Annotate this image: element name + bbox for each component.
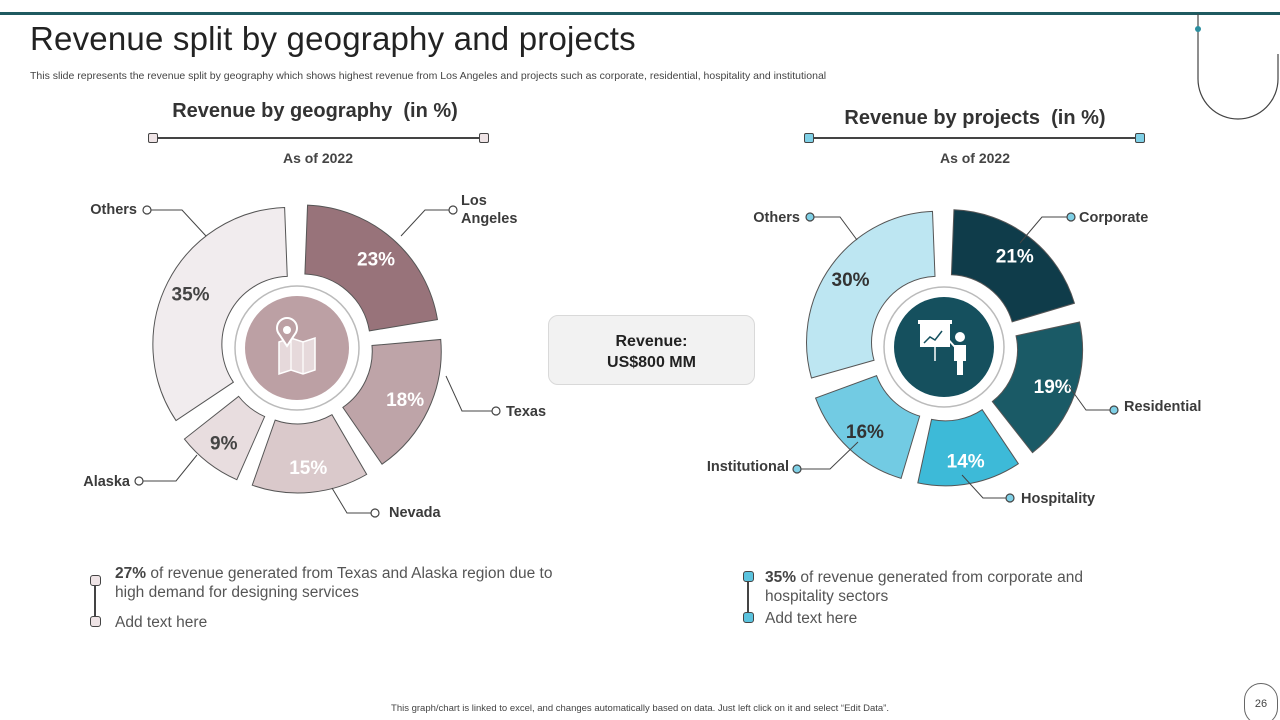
geography-category-label: Others xyxy=(90,202,137,218)
geography-slice-los-angeles xyxy=(304,204,439,332)
geography-pie-chart: 23% Los Angeles 18% Texas 15% Nevada 9% Alaska 35… xyxy=(83,193,546,521)
projects-leader-line xyxy=(1019,216,1067,244)
geography-value-label: 15% xyxy=(289,458,327,479)
projects-as-of: As of 2022 xyxy=(939,150,1011,166)
geography-leader-dot xyxy=(142,205,152,215)
projects-leader-dot xyxy=(792,464,802,474)
geography-leader-line xyxy=(151,209,207,237)
projects-note-bullet xyxy=(743,571,754,582)
projects-value-label: 21% xyxy=(996,247,1034,268)
projects-slice-institutional xyxy=(814,374,921,479)
geography-note-connector xyxy=(94,586,96,616)
projects-leader-dot xyxy=(805,212,815,222)
projects-value-label: 30% xyxy=(832,270,870,291)
geography-note-body: of revenue generated from Texas and Alas… xyxy=(115,565,553,601)
geography-placeholder-text[interactable]: Add text here xyxy=(115,614,208,631)
geography-value-label: 9% xyxy=(210,433,238,454)
geography-placeholder-bullet xyxy=(90,616,101,627)
geography-slice-others xyxy=(152,206,288,422)
revenue-value: US$800 MM xyxy=(607,354,696,371)
projects-leader-dot xyxy=(1005,493,1015,503)
geography-slice-alaska xyxy=(183,395,266,481)
slide-title: Revenue split by geography and projects xyxy=(30,20,636,57)
geography-leader-line xyxy=(400,209,449,237)
geography-leader-line xyxy=(143,454,198,482)
revenue-total-box: Revenue: US$800 MM xyxy=(548,315,755,385)
projects-leader-line xyxy=(814,216,858,241)
geography-chart-title: Revenue by geography (in %) xyxy=(172,100,458,122)
projects-slice-corporate xyxy=(950,209,1076,323)
geography-category-label: Texas xyxy=(506,404,546,420)
geography-note-bullet xyxy=(90,575,101,586)
slide-subtitle: This slide represents the revenue split … xyxy=(30,70,827,82)
geography-rule-end-right xyxy=(479,133,489,143)
projects-leader-dot xyxy=(1066,212,1076,222)
decorative-hook-icon xyxy=(1195,14,1279,120)
geography-note-highlight: 27% xyxy=(115,565,147,582)
page-number: 26 xyxy=(1244,683,1278,720)
geography-value-label: 23% xyxy=(357,249,395,270)
geography-leader-dot xyxy=(370,508,380,518)
geography-category-label: Nevada xyxy=(389,505,442,521)
geography-slice-texas xyxy=(342,338,442,465)
geography-slice-nevada xyxy=(251,414,368,494)
projects-value-label: 16% xyxy=(846,422,884,443)
presentation-board-icon xyxy=(918,320,966,375)
projects-value-label: 19% xyxy=(1034,377,1072,398)
projects-note-highlight: 35% xyxy=(765,569,797,586)
projects-rule-end-left xyxy=(804,133,814,143)
projects-note-body: of revenue generated from corporate and … xyxy=(765,569,1083,605)
projects-chart-title: Revenue by projects (in %) xyxy=(844,107,1106,129)
projects-value-label: 14% xyxy=(947,451,985,472)
revenue-label: Revenue: xyxy=(615,333,688,350)
projects-slice-residential xyxy=(991,321,1084,454)
footer-note: This graph/chart is linked to excel, and… xyxy=(391,703,889,714)
geography-value-label: 18% xyxy=(386,390,424,411)
projects-slice-others xyxy=(806,210,936,379)
geography-leader-dot xyxy=(134,476,144,486)
geography-category-label: Alaska xyxy=(83,474,131,490)
projects-placeholder-text[interactable]: Add text here xyxy=(765,610,858,627)
projects-rule-end-right xyxy=(1135,133,1145,143)
projects-note-text: 35% of revenue generated from corporate … xyxy=(765,568,1115,606)
geography-leader-line xyxy=(331,487,371,514)
geography-leader-dot xyxy=(448,205,458,215)
map-location-icon xyxy=(276,317,316,376)
projects-placeholder-bullet xyxy=(743,612,754,623)
geography-leader-line xyxy=(445,375,492,412)
projects-leader-dot xyxy=(1109,405,1119,415)
projects-category-label: Others xyxy=(753,210,800,226)
projects-category-label: Institutional xyxy=(707,459,789,475)
projects-title-rule xyxy=(809,137,1141,139)
geography-value-label: 35% xyxy=(172,285,210,306)
geography-rule-end-left xyxy=(148,133,158,143)
projects-category-label: Hospitality xyxy=(1021,491,1095,507)
geography-title-rule xyxy=(153,137,483,139)
geography-leader-dot xyxy=(491,406,501,416)
geography-category-label: Los Angeles xyxy=(461,193,517,227)
geography-as-of: As of 2022 xyxy=(282,150,354,166)
projects-category-label: Residential xyxy=(1124,399,1201,415)
projects-leader-line xyxy=(961,474,1006,499)
projects-note-connector xyxy=(747,582,749,612)
top-accent-bar xyxy=(0,12,1280,15)
projects-pie-chart: 21% Corporate 19% Residential 14% Hospitality… xyxy=(707,209,1201,507)
projects-leader-line xyxy=(801,441,859,470)
projects-leader-line xyxy=(1067,384,1110,411)
projects-category-label: Corporate xyxy=(1079,210,1148,226)
geography-note-text: 27% of revenue generated from Texas and … xyxy=(115,564,585,602)
projects-slice-hospitality xyxy=(917,409,1020,487)
